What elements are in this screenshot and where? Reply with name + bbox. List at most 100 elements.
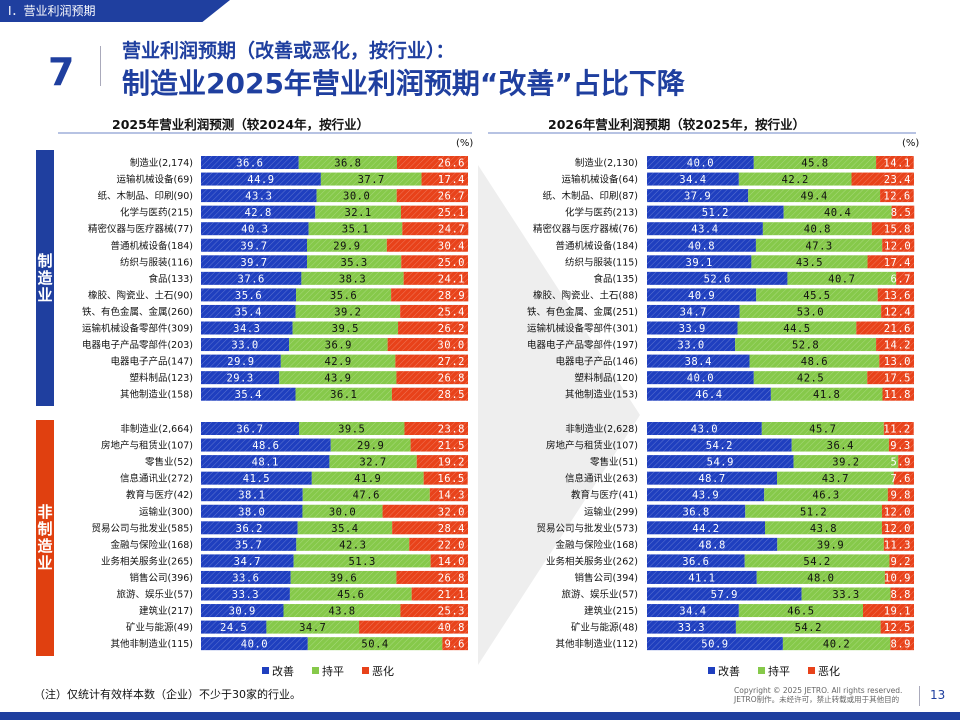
right-bar-hatch: [647, 554, 745, 568]
right-category-label: 纸、木制品、印刷(87): [542, 190, 638, 202]
right-data-label: 40.8: [688, 240, 715, 252]
right-legend-swatch: [758, 667, 765, 674]
left-bar-hatch: [320, 172, 422, 186]
left-bar-hatch: [201, 587, 290, 601]
right-category-label: 橡胶、陶瓷业、土石(88): [533, 289, 638, 301]
bottom-bar: [0, 712, 960, 720]
right-data-label: 48.0: [807, 572, 834, 584]
right-bar-hatch: [647, 156, 754, 169]
left-data-label: 38.0: [238, 506, 265, 518]
right-category-label: 电器电子产品(146): [555, 356, 638, 368]
left-category-label: 精密仪器与医疗器械(77): [88, 223, 193, 235]
right-bar-hatch: [647, 438, 792, 452]
left-bar-hatch: [398, 321, 468, 335]
left-bar-hatch: [296, 288, 392, 302]
left-bar-hatch: [382, 504, 468, 518]
left-category-label: 非制造业(2,664): [120, 423, 193, 435]
left-data-label: 24.1: [438, 273, 465, 285]
left-bar-hatch: [201, 271, 302, 285]
right-bar-hatch: [735, 338, 877, 352]
left-data-label: 35.7: [235, 539, 262, 551]
left-data-label: 34.7: [234, 556, 261, 568]
left-category-label: 运输机械设备零部件(309): [82, 323, 193, 335]
right-data-label: 43.9: [692, 490, 719, 502]
left-bar-hatch: [301, 271, 404, 285]
left-data-label: 16.5: [437, 473, 464, 485]
left-data-label: 21.5: [438, 440, 465, 452]
left-category-label: 塑料制品(123): [129, 372, 193, 384]
left-data-label: 35.1: [342, 224, 369, 236]
right-bar-hatch: [890, 587, 914, 601]
right-data-label: 51.2: [702, 207, 729, 219]
right-chart-title: 2026年营业利润预期（较2025年，按行业）: [548, 117, 806, 132]
right-bar-hatch: [791, 438, 889, 452]
left-data-label: 40.8: [438, 622, 465, 634]
right-category-label: 业务相关服务业(262): [546, 555, 638, 567]
right-bar-hatch: [647, 422, 762, 435]
left-bar-hatch: [430, 554, 468, 568]
right-bar-hatch: [647, 387, 771, 401]
left-bar-hatch: [401, 255, 468, 269]
left-data-label: 36.8: [334, 158, 361, 170]
left-data-label: 39.7: [240, 257, 267, 269]
right-bar-hatch: [876, 338, 914, 352]
right-data-label: 8.5: [891, 207, 911, 219]
right-data-label: 43.7: [822, 473, 849, 485]
left-data-label: 36.6: [236, 158, 263, 170]
left-data-label: 41.9: [354, 473, 381, 485]
left-data-label: 33.0: [231, 340, 258, 352]
left-bar-hatch: [308, 222, 403, 236]
right-data-label: 45.7: [809, 424, 836, 436]
right-data-label: 13.6: [884, 290, 911, 302]
left-data-label: 34.3: [233, 323, 260, 335]
left-bar-hatch: [201, 637, 308, 651]
right-data-label: 33.9: [679, 323, 706, 335]
right-bar-hatch: [647, 338, 736, 352]
copyright: Copyright © 2025 JETRO. All rights reser…: [734, 686, 902, 704]
right-data-label: 11.8: [884, 389, 911, 401]
right-bar-hatch: [738, 172, 852, 186]
right-bar-hatch: [890, 637, 914, 651]
left-bar-hatch: [391, 387, 468, 401]
right-bar-hatch: [882, 238, 915, 252]
right-category-label: 贸易公司与批发业(573): [536, 522, 638, 534]
left-data-label: 32.0: [438, 506, 465, 518]
right-bar-hatch: [753, 371, 868, 385]
left-data-label: 33.6: [232, 572, 259, 584]
right-category-label: 房地产与租赁业(107): [546, 440, 638, 452]
left-data-label: 30.0: [437, 340, 464, 352]
right-data-label: 39.2: [832, 457, 859, 469]
left-data-label: 42.9: [324, 356, 351, 368]
left-bar-hatch: [201, 488, 303, 502]
left-data-label: 36.7: [236, 424, 263, 436]
left-data-label: 26.8: [438, 572, 465, 584]
copyright-line2: JETRO制作。未经许可，禁止转载或用于其他目的: [734, 695, 900, 704]
left-category-label: 教育与医疗(42): [126, 489, 193, 501]
left-bar-hatch: [201, 554, 294, 568]
left-bar-hatch: [201, 304, 296, 318]
left-bar-hatch: [429, 488, 468, 502]
left-bar-hatch: [392, 521, 468, 535]
left-data-label: 38.3: [339, 273, 366, 285]
left-legend-swatch: [312, 667, 319, 674]
left-bar-hatch: [386, 238, 468, 252]
left-data-label: 9.6: [445, 639, 465, 651]
right-data-label: 33.3: [832, 589, 859, 601]
right-bar-hatch: [876, 156, 914, 169]
right-data-label: 57.9: [711, 589, 738, 601]
right-category-label: 普通机械设备(184): [555, 240, 638, 252]
right-bar-hatch: [647, 271, 788, 285]
left-data-label: 27.2: [438, 356, 465, 368]
left-category-label: 销售公司(396): [129, 572, 193, 584]
right-bar-hatch: [745, 504, 882, 518]
right-category-label: 非制造业(2,628): [565, 423, 638, 435]
left-data-label: 29.9: [357, 440, 384, 452]
right-unit-label: (%): [902, 138, 920, 149]
left-category-label: 金融与保险业(168): [110, 539, 193, 551]
right-bar-hatch: [744, 554, 890, 568]
right-bar-hatch: [782, 637, 891, 651]
right-bar-hatch: [887, 488, 914, 502]
right-data-label: 51.2: [800, 506, 827, 518]
right-bar-hatch: [647, 304, 740, 318]
